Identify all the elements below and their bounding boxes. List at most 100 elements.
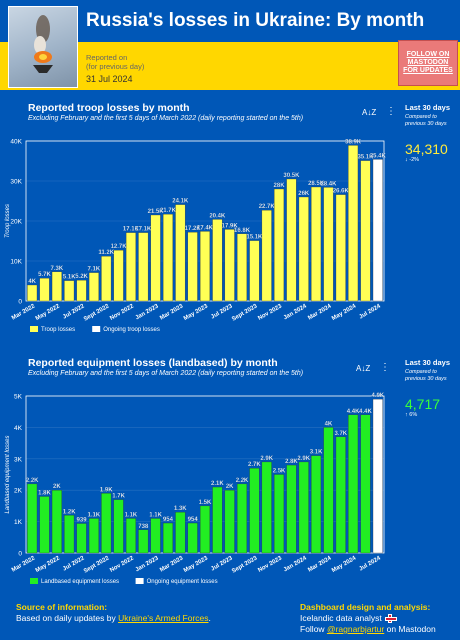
troop-legend-swatch-ongoing: [92, 326, 101, 332]
equipment-data-label: 1.9K: [100, 487, 113, 493]
follow-text: Follow @ragnarbjartur on Mastodon: [300, 624, 436, 634]
page-title: Russia's losses in Ukraine: By month: [86, 10, 425, 31]
equipment-data-label: 3.1K: [310, 450, 323, 456]
equipment-bar: [274, 474, 285, 554]
equipment-data-label: 4.4K: [359, 409, 372, 415]
equipment-data-label: 2.7K: [248, 462, 261, 468]
troop-last30-value: 34,310: [405, 141, 448, 157]
more-options-icon[interactable]: ⋮: [386, 106, 396, 117]
up-arrow-icon: ↑: [405, 412, 408, 418]
equipment-last30-value: 4,717: [405, 396, 441, 412]
troop-x-tick-label: May 2024: [331, 303, 358, 322]
troop-data-label: 17.1K: [135, 227, 152, 233]
troop-data-label: 26K: [298, 191, 310, 197]
troop-bar: [64, 280, 75, 302]
troop-last30-title: Last 30 days: [405, 103, 451, 112]
equipment-x-tick-label: May 2022: [35, 555, 62, 574]
equipment-data-label: 2.9K: [297, 456, 310, 462]
more-options-icon[interactable]: ⋮: [380, 362, 390, 373]
equipment-data-label: 2K: [226, 484, 234, 490]
troop-chart-title: Reported troop losses by month: [28, 102, 190, 114]
troop-data-label: 17.4K: [197, 225, 214, 231]
troop-x-tick-label: Sept 2022: [83, 303, 111, 323]
source-link[interactable]: Ukraine's Armed Forces: [118, 613, 209, 623]
equipment-data-label: 4K: [325, 421, 333, 427]
equipment-x-tick-label: Mar 2022: [11, 555, 37, 573]
equipment-data-label: 4.4K: [347, 409, 360, 415]
equipment-legend-label-ongoing: Ongoing equipment losses: [147, 579, 218, 585]
equipment-x-tick-label: Mar 2024: [307, 555, 333, 573]
design-heading: Dashboard design and analysis:: [300, 602, 431, 612]
troop-last30-compare: Compared to previous 30 days: [405, 114, 447, 127]
equipment-last30-title: Last 30 days: [405, 358, 451, 367]
equipment-bar: [323, 427, 334, 554]
equipment-y-tick-label: 5K: [14, 394, 23, 401]
equipment-bar: [224, 490, 235, 554]
reported-date: 31 Jul 2024: [86, 74, 133, 84]
equipment-bar: [200, 505, 210, 554]
troop-last30-delta: ↓ -2%: [405, 157, 420, 163]
troop-x-tick-label: Mar 2024: [307, 303, 333, 321]
troop-bar: [360, 160, 371, 302]
sort-icon[interactable]: A↓Z: [356, 364, 371, 373]
troop-y-tick-label: 30K: [10, 179, 22, 186]
equipment-data-label: 1.7K: [112, 494, 125, 500]
source-text: Based on daily updates by Ukraine's Arme…: [16, 613, 211, 623]
equipment-x-tick-label: Nov 2023: [257, 555, 283, 574]
mastodon-handle-link[interactable]: @ragnarbjartur: [326, 624, 385, 634]
equipment-data-label: 3.7K: [334, 431, 347, 437]
troop-bar: [335, 194, 346, 302]
follow-mastodon-button[interactable]: FOLLOW ON MASTODON FOR UPDATES: [398, 40, 458, 86]
troop-legend-label-ongoing: Ongoing troop losses: [103, 327, 160, 333]
equipment-last30-delta: ↑ 6%: [405, 412, 418, 418]
equipment-x-tick-label: Nov 2022: [109, 555, 135, 574]
reported-on-label: Reported on (for previous day): [86, 53, 145, 71]
troop-bar: [311, 186, 322, 302]
equipment-bar: [88, 518, 99, 554]
equipment-bar: [187, 522, 198, 554]
troop-data-label: 12.7K: [111, 244, 128, 250]
troop-x-tick-label: Jul 2024: [358, 303, 382, 320]
troop-bar: [348, 145, 359, 302]
sort-icon[interactable]: A↓Z: [362, 108, 377, 117]
equipment-x-tick-label: Jan 2024: [283, 555, 309, 573]
troop-y-tick-label: 20K: [10, 219, 22, 226]
down-arrow-icon: ↓: [405, 157, 408, 163]
source-heading: Source of information:: [16, 602, 108, 612]
troop-data-label: 5.7K: [38, 272, 51, 278]
equipment-bar: [76, 523, 87, 554]
equipment-y-tick-label: 1K: [14, 519, 23, 526]
equipment-data-label: 954: [163, 517, 174, 523]
equipment-x-tick-label: Sept 2022: [83, 555, 111, 575]
troop-bar: [224, 229, 235, 302]
equipment-bar: [101, 493, 112, 554]
troop-losses-chart: 0 10K 20K 30K 40K Troop losses 4K5.7K7.3K 5.1K 5…: [5, 139, 387, 334]
troop-ongoing-bar: [372, 159, 383, 302]
troop-data-label: 5.1K: [63, 275, 76, 281]
troop-y-tick-label: 0: [18, 299, 22, 306]
equipment-x-tick-label: Sept 2023: [231, 555, 259, 575]
equipment-data-label: 1.2K: [63, 509, 76, 515]
troop-legend-label: Troop losses: [41, 327, 75, 333]
troop-data-label: 16.8K: [234, 228, 251, 234]
troop-data-label: 7.3K: [51, 266, 64, 272]
equipment-data-label: 2.2K: [26, 478, 39, 484]
troop-data-label: 17.9K: [222, 223, 239, 229]
troop-data-label: 5.2K: [75, 274, 88, 280]
troop-x-tick-label: Sept 2023: [231, 303, 259, 323]
equipment-ongoing-bar: [372, 398, 383, 554]
equipment-data-label: 1.1K: [149, 512, 162, 518]
equipment-x-tick-label: Jul 2024: [358, 555, 382, 572]
troop-x-tick-label: Mar 2023: [159, 303, 185, 321]
equipment-y-tick-label: 3K: [14, 456, 23, 463]
equipment-bar: [360, 414, 371, 554]
equipment-data-label: 1.5K: [199, 500, 212, 506]
troop-bar: [163, 214, 173, 302]
equipment-chart-subtitle: Excluding February and the first 5 days …: [28, 370, 304, 377]
equipment-bar: [125, 518, 136, 554]
equipment-data-label: 1.3K: [174, 506, 187, 512]
equipment-bar: [311, 455, 322, 554]
troop-bar: [113, 250, 124, 302]
troop-data-label: 21.7K: [160, 208, 177, 214]
equipment-data-label: 954: [188, 517, 199, 523]
